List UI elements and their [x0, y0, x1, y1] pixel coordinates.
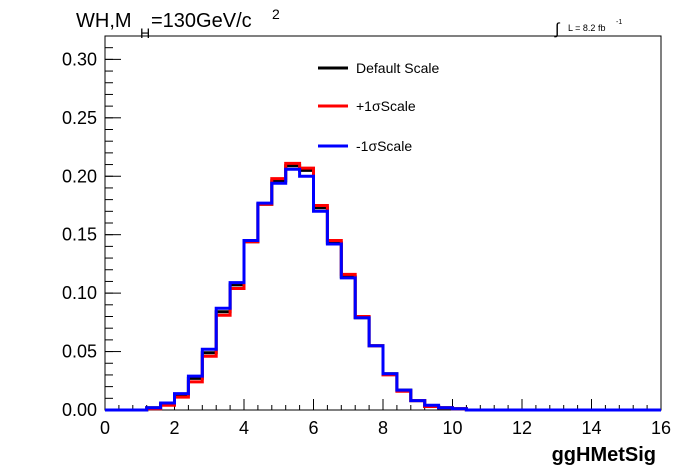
title-rest: =130GeV/c [151, 10, 252, 32]
x-tick-label: 0 [100, 418, 110, 438]
title-main: WH,M [76, 10, 132, 32]
x-tick-label: 4 [239, 418, 249, 438]
integral-symbol: ∫ [554, 21, 561, 38]
x-tick-label: 10 [442, 418, 462, 438]
y-tick-label: 0.30 [62, 49, 97, 69]
legend-label: -1σScale [356, 138, 412, 154]
x-tick-label: 8 [378, 418, 388, 438]
y-tick-label: 0.00 [62, 400, 97, 420]
y-tick-label: 0.05 [62, 342, 97, 362]
legend-label: Default Scale [356, 60, 439, 76]
x-tick-label: 12 [512, 418, 532, 438]
title-superscript: 2 [272, 6, 280, 22]
luminosity-text: L = 8.2 fb [568, 23, 605, 33]
luminosity-superscript: -1 [616, 19, 622, 26]
legend-label: +1σScale [356, 98, 416, 114]
luminosity-label: ∫ L = 8.2 fb -1 [554, 19, 622, 38]
axes: 0 2 4 6 8 10 12 14 16 0.00 0.05 0.10 0.15 0.20 0.25 0.3… [62, 35, 671, 438]
x-tick-label: 16 [651, 418, 671, 438]
title-subscript: H [140, 25, 150, 41]
y-tick-label: 0.25 [62, 108, 97, 128]
y-tick-label: 0.20 [62, 166, 97, 186]
series-layer [105, 161, 661, 412]
series-line-2 [105, 167, 661, 412]
y-tick-label: 0.15 [62, 225, 97, 245]
x-tick-label: 14 [581, 418, 601, 438]
legend: Default Scale +1σScale -1σScale [318, 60, 439, 154]
chart-title: WH,M H =130GeV/c 2 [76, 6, 280, 41]
y-tick-label: 0.10 [62, 283, 97, 303]
x-tick-label: 6 [308, 418, 318, 438]
x-axis-title: ggHMetSig [552, 444, 656, 466]
x-tick-label: 2 [169, 418, 179, 438]
